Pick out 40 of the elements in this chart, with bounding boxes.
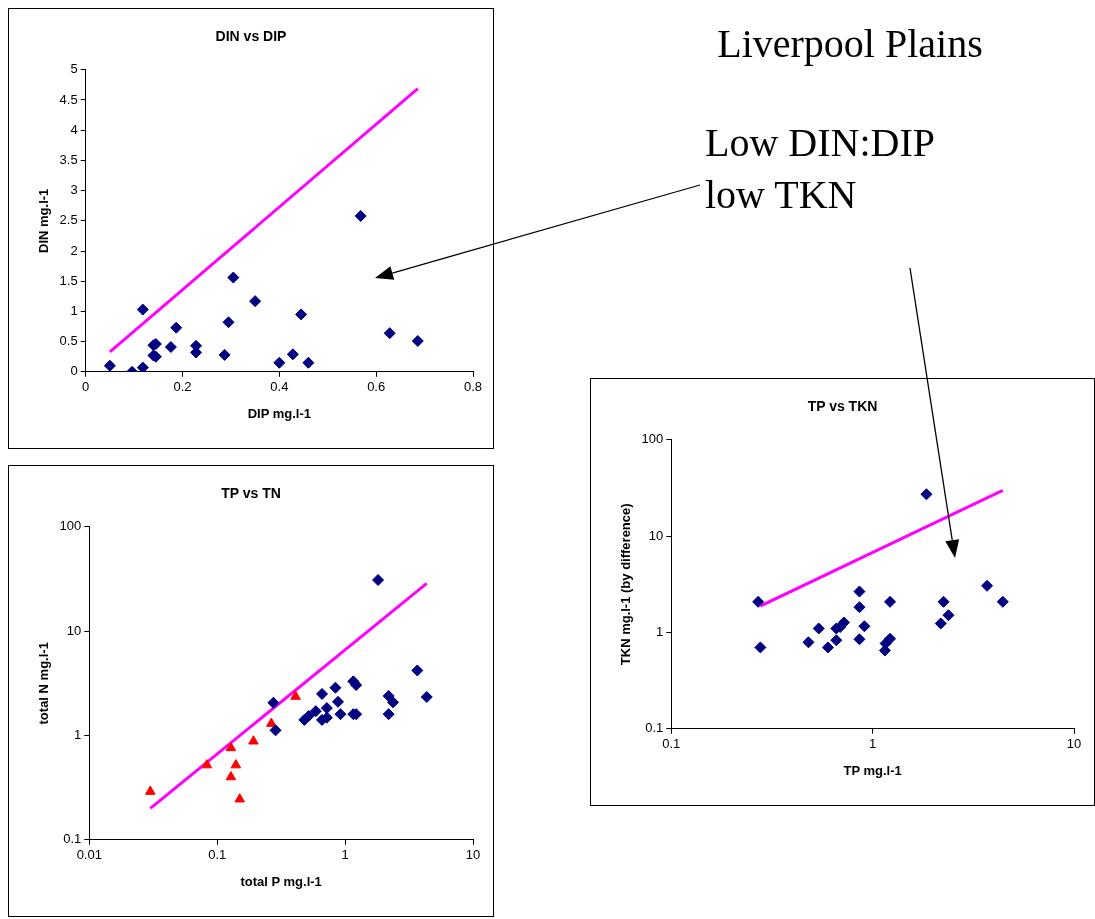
y-tick-label: 0.1 bbox=[645, 720, 664, 736]
y-tick-label: 1.5 bbox=[59, 272, 78, 288]
x-tick-label: 0.8 bbox=[463, 379, 483, 395]
chart-title: TP vs TN bbox=[221, 485, 281, 502]
x-tick-label: 0.1 bbox=[662, 736, 681, 752]
x-axis-title: total P mg.l-1 bbox=[240, 873, 322, 889]
x-tick-label: 0.6 bbox=[367, 379, 386, 395]
x-axis-title: DIP mg.l-1 bbox=[247, 405, 312, 421]
x-tick-label: 10 bbox=[1066, 736, 1082, 752]
y-tick-label: 1 bbox=[70, 302, 78, 318]
y-tick-label: 0.5 bbox=[59, 333, 78, 349]
x-tick-label: 1 bbox=[869, 736, 877, 752]
y-tick-label: 10 bbox=[648, 527, 664, 543]
y-tick-label: 1 bbox=[656, 624, 664, 640]
x-tick-label: 0.01 bbox=[76, 847, 102, 863]
y-axis-title: total N mg.l-1 bbox=[36, 642, 52, 725]
x-tick-label: 0.2 bbox=[173, 379, 192, 395]
y-tick-label: 3 bbox=[70, 182, 78, 198]
y-tick-label: 5 bbox=[70, 61, 78, 77]
y-tick-label: 4 bbox=[70, 121, 78, 137]
y-tick-label: 0.1 bbox=[63, 831, 82, 847]
y-axis-title: TKN mg.l-1 (by difference) bbox=[618, 503, 634, 666]
text: Low DIN:DIP low TKN bbox=[705, 119, 935, 219]
x-tick-label: 10 bbox=[465, 847, 481, 863]
x-tick-label: 0.1 bbox=[208, 847, 227, 863]
x-axis-title: TP mg.l-1 bbox=[843, 762, 902, 778]
y-tick-label: 2.5 bbox=[59, 212, 78, 228]
y-axis-title: DIN mg.l-1 bbox=[36, 188, 52, 253]
y-tick-label: 100 bbox=[641, 431, 664, 447]
y-tick-label: 10 bbox=[66, 622, 82, 638]
y-tick-label: 4.5 bbox=[59, 91, 78, 107]
x-tick-label: 1 bbox=[341, 847, 349, 863]
x-tick-label: 0.4 bbox=[270, 379, 289, 395]
y-tick-label: 100 bbox=[59, 518, 82, 534]
y-tick-label: 2 bbox=[70, 242, 78, 258]
text: Liverpool Plains bbox=[716, 20, 984, 67]
y-tick-label: 3.5 bbox=[59, 151, 78, 167]
chart-title: DIN vs DIP bbox=[215, 28, 287, 45]
chart-title: TP vs TKN bbox=[807, 398, 878, 415]
y-tick-label: 0 bbox=[70, 363, 78, 379]
